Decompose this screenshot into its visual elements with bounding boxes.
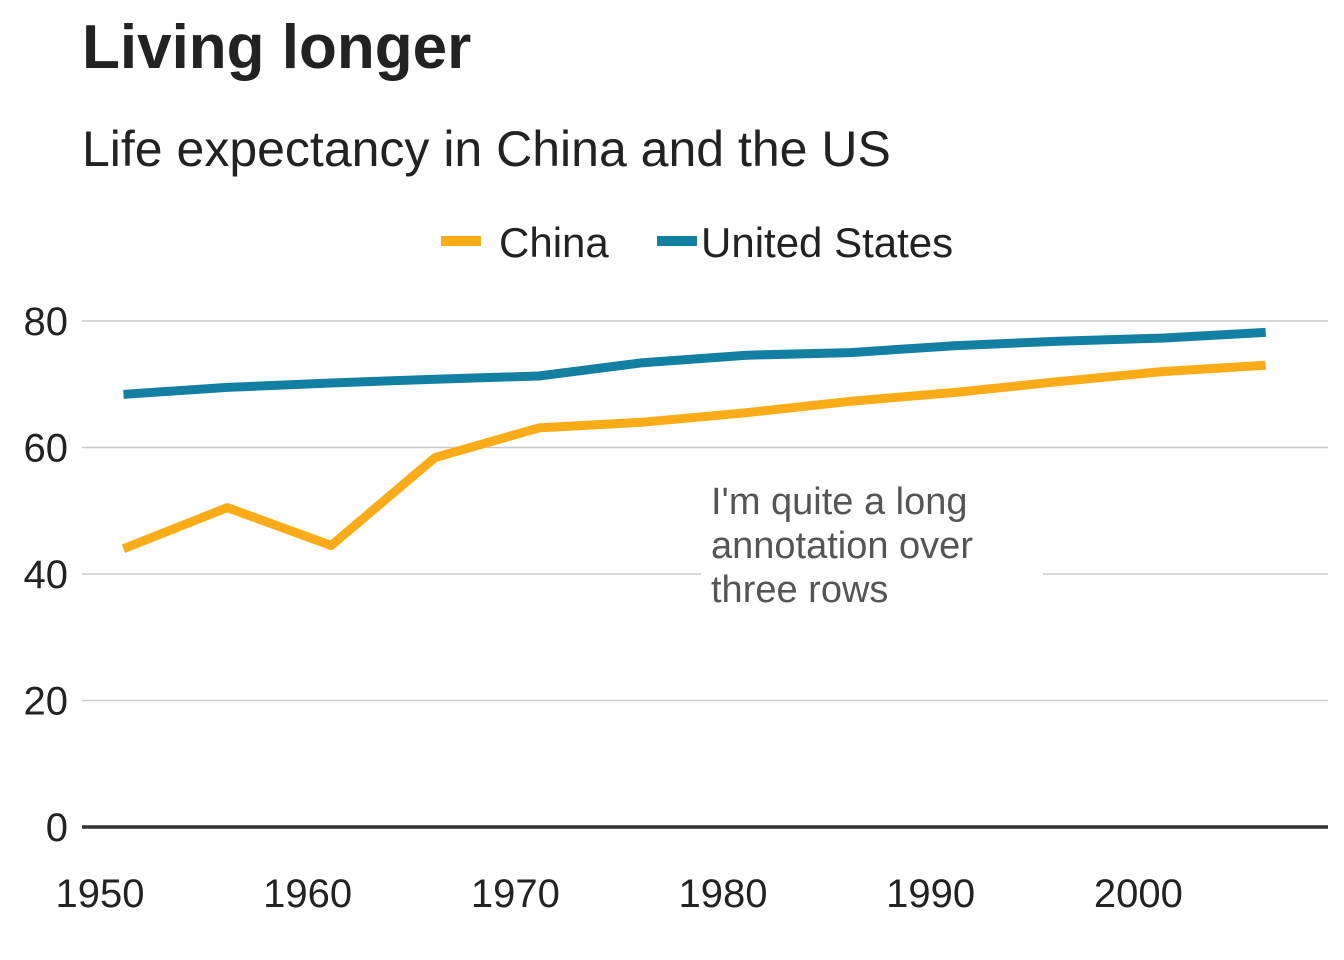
x-tick-label: 1960 xyxy=(263,872,352,916)
legend-swatch xyxy=(657,236,697,246)
annotation-background xyxy=(701,478,1043,614)
legend-label: China xyxy=(499,219,609,266)
chart-subtitle: Life expectancy in China and the US xyxy=(82,121,891,177)
legend-label: United States xyxy=(701,219,953,266)
legend: China United States xyxy=(441,219,953,266)
series-lines xyxy=(121,327,1266,553)
chart-title: Living longer xyxy=(82,13,471,82)
series-line-united-states xyxy=(123,327,1266,399)
x-tick-label: 1980 xyxy=(679,872,768,916)
x-axis-ticks: 1950 1960 1970 1980 1990 2000 xyxy=(56,872,1183,916)
legend-swatch xyxy=(441,236,481,246)
x-tick-label: 1990 xyxy=(886,872,975,916)
y-tick-label: 0 xyxy=(46,806,68,850)
x-tick-label: 1970 xyxy=(471,872,560,916)
x-tick-label: 1950 xyxy=(56,872,145,916)
y-tick-label: 20 xyxy=(24,680,69,724)
y-tick-label: 40 xyxy=(24,553,69,597)
annotation-line: three rows xyxy=(711,569,888,611)
y-tick-label: 80 xyxy=(24,300,69,344)
series-line-china xyxy=(121,360,1266,553)
y-tick-label: 60 xyxy=(24,427,69,471)
annotation-line: annotation over xyxy=(711,525,973,567)
gridlines xyxy=(82,320,1328,702)
y-axis-ticks: 0 20 40 60 80 xyxy=(24,300,69,850)
x-tick-label: 2000 xyxy=(1094,872,1183,916)
annotation-line: I'm quite a long xyxy=(711,481,968,523)
